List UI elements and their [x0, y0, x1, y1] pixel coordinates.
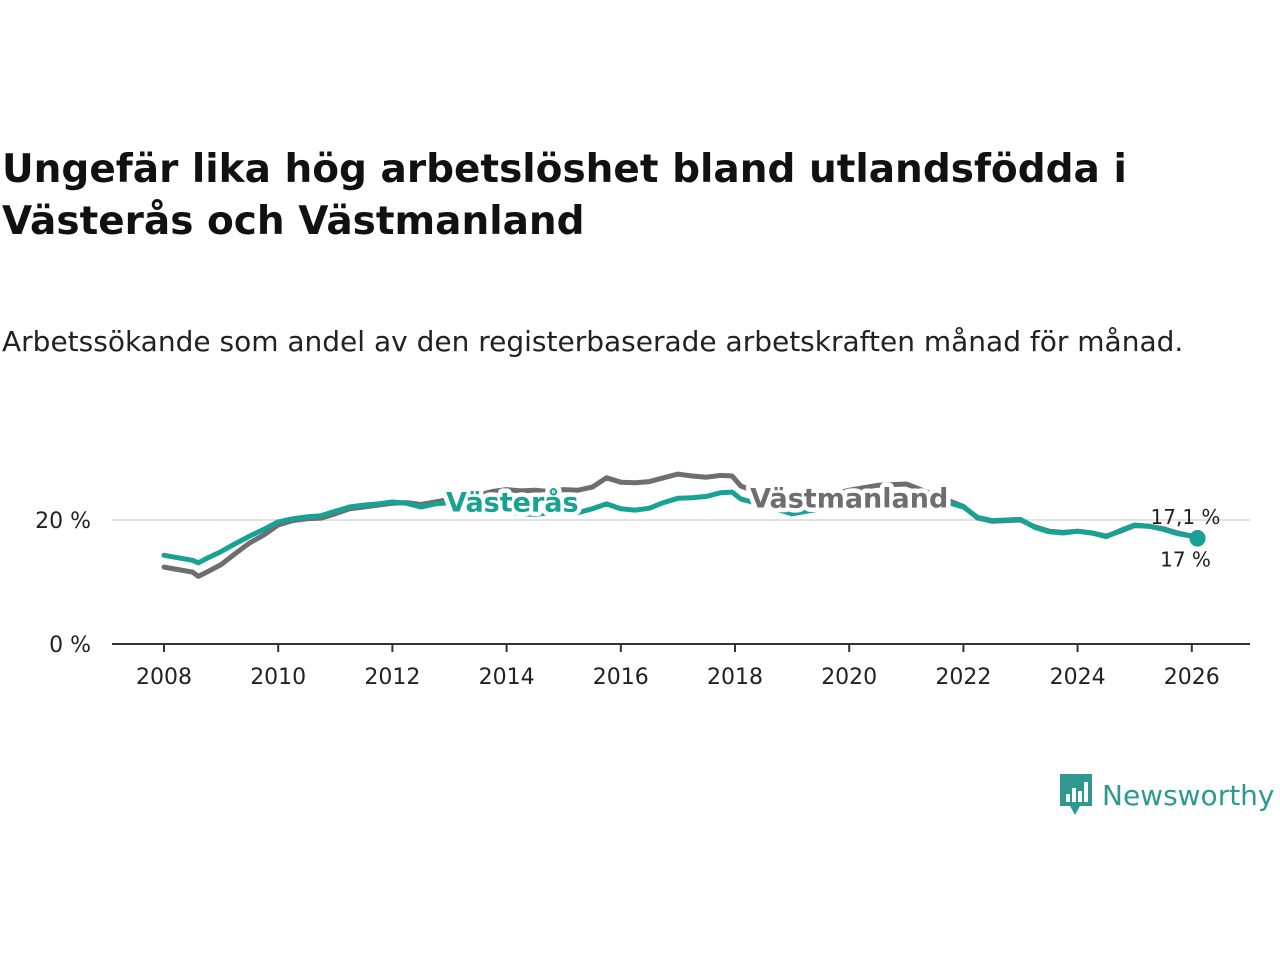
newsworthy-logo-text: Newsworthy	[1102, 778, 1275, 812]
chart-title: Ungefär lika hög arbetslöshet bland utla…	[2, 147, 1127, 244]
series-line-v-stmanland	[161, 471, 1200, 579]
chart-subtitle: Arbetssökande som andel av den registerb…	[2, 325, 1184, 358]
x-tick-label-2008: 2008	[136, 665, 192, 690]
newsworthy-logo: Newsworthy	[1058, 772, 1275, 818]
newsworthy-logo-icon	[1060, 774, 1092, 815]
series-line-v-ster-s	[161, 489, 1200, 566]
y-tick-label-0: 0 %	[49, 633, 91, 658]
x-tick-label-2016: 2016	[593, 665, 649, 690]
x-tick-label-2020: 2020	[821, 665, 877, 690]
x-tick-label-2022: 2022	[935, 665, 991, 690]
line-chart: 2008 2010 2012 2014 2016 2018 2020 2022 2024 2026…	[35, 471, 1250, 690]
x-tick-label-2018: 2018	[707, 665, 763, 690]
end-label-v-stmanland: 17,1 %	[1151, 505, 1221, 529]
series-label-v-stmanland: Västmanland	[750, 484, 948, 515]
end-label-v-ster-s: 17 %	[1160, 548, 1211, 572]
series-label-v-ster-s: Västerås	[446, 486, 579, 518]
x-tick-label-2026: 2026	[1164, 665, 1220, 690]
y-tick-label-20: 20 %	[35, 509, 91, 534]
x-tick-label-2012: 2012	[364, 665, 420, 690]
end-marker-v-ster-s	[1189, 530, 1206, 547]
x-tick-label-2024: 2024	[1050, 665, 1106, 690]
x-tick-label-2014: 2014	[479, 665, 535, 690]
x-tick-label-2010: 2010	[250, 665, 306, 690]
